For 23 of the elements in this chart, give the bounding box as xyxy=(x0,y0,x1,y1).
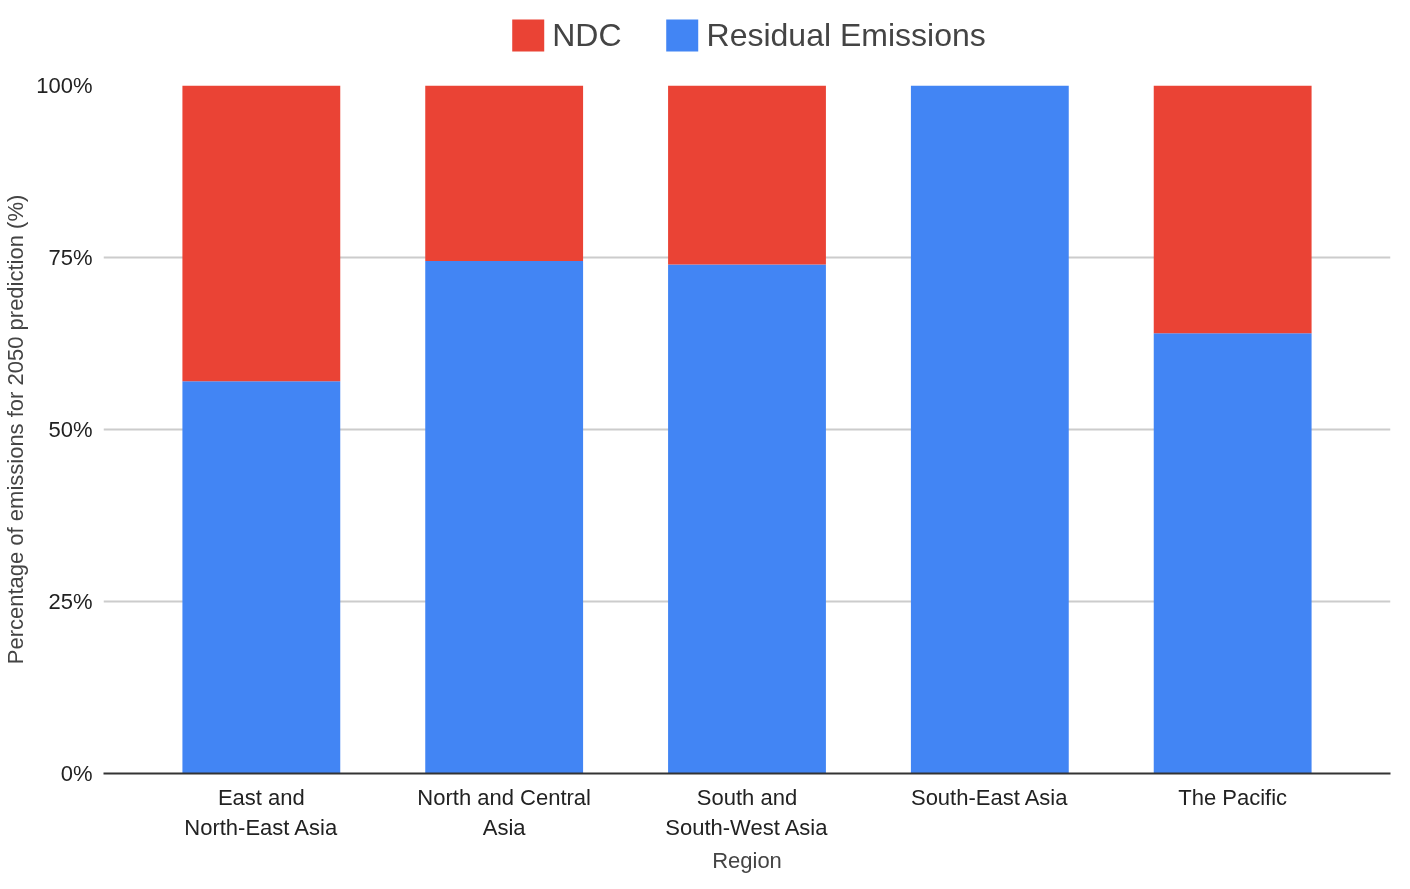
y-tick-label: 25% xyxy=(48,589,93,614)
bar xyxy=(182,85,341,382)
y-tick-label: 0% xyxy=(60,761,93,786)
x-tick-label: East and North-East Asia xyxy=(184,784,338,840)
x-axis-title: Region xyxy=(712,847,782,873)
x-tick-label: North and Central Asia xyxy=(417,784,591,840)
bar xyxy=(668,85,826,265)
x-tick-label: South and South-West Asia xyxy=(665,784,829,840)
bar xyxy=(1153,85,1312,334)
bar xyxy=(668,264,826,774)
y-tick-label: 100% xyxy=(36,73,93,98)
bar xyxy=(425,85,584,261)
y-axis-title: Percentage of emissions for 2050 prediction (%) xyxy=(3,194,29,665)
legend-label: NDC xyxy=(552,16,622,54)
bar xyxy=(425,260,584,774)
y-tick-label: 75% xyxy=(48,245,93,270)
x-tick-label: South-East Asia xyxy=(910,784,1069,810)
x-tick-label: The Pacific xyxy=(1178,784,1288,810)
bar xyxy=(1153,333,1312,774)
y-tick-label: 50% xyxy=(48,417,93,442)
legend-label: Residual Emissions xyxy=(706,16,986,54)
bar xyxy=(182,381,341,774)
bar xyxy=(910,85,1069,774)
